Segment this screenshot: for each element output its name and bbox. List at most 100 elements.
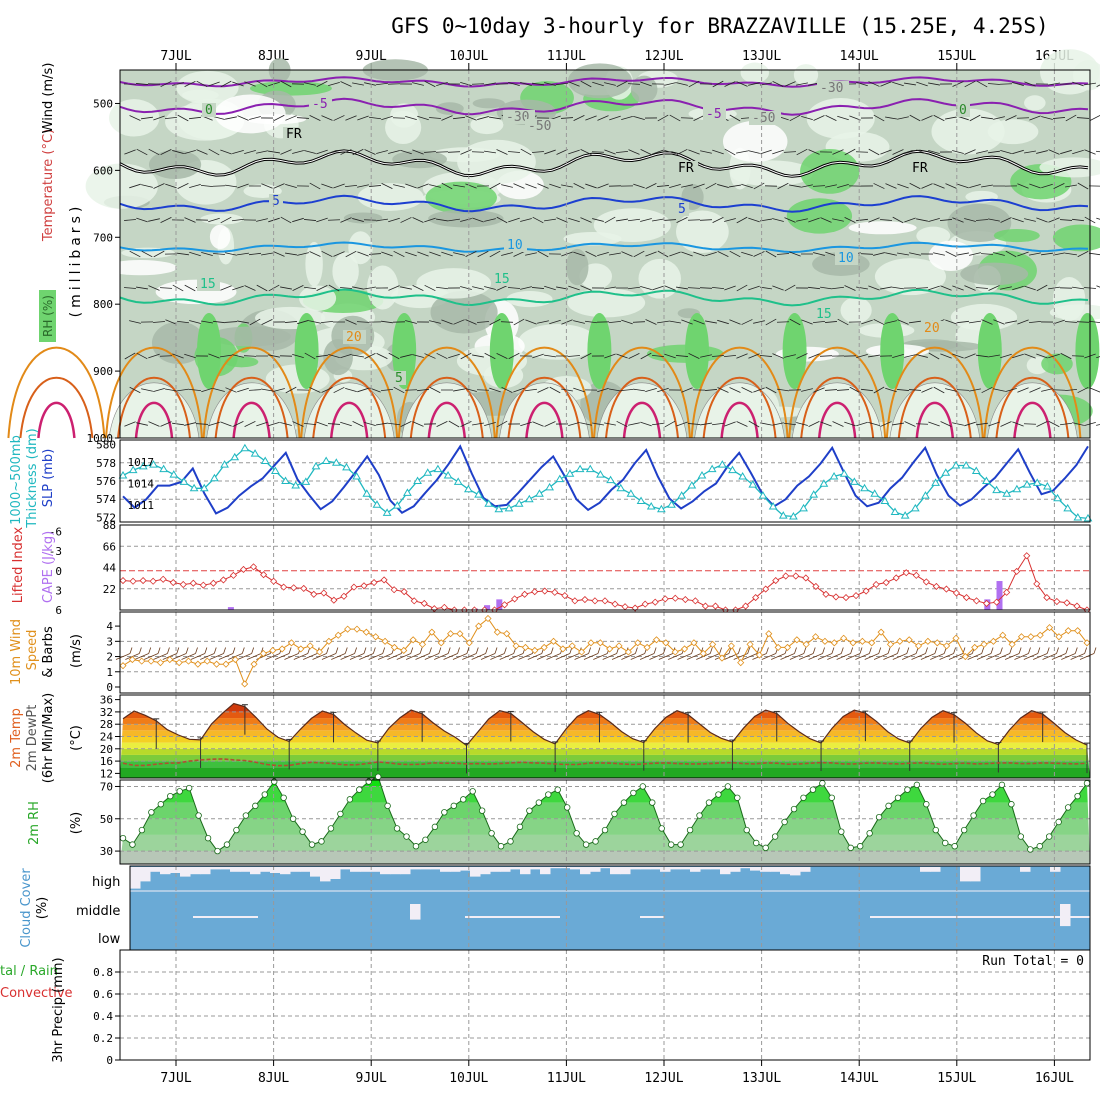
wind-barb (748, 82, 760, 86)
wind-barb (1076, 321, 1090, 323)
wind-barb (729, 184, 741, 188)
wind-speed-marker (952, 634, 960, 642)
wind-barb (628, 353, 640, 359)
wind-barb (724, 218, 736, 222)
dewpoint-line (122, 758, 1088, 767)
isotherm-plus15 (119, 288, 1089, 307)
wind-barb (616, 420, 628, 428)
wind-barb (460, 82, 472, 86)
wind-barb (630, 653, 645, 660)
wind-speed-marker (578, 648, 586, 656)
wind-barb (256, 421, 268, 427)
lifted-index-marker (350, 583, 358, 591)
wind-speed-marker (793, 636, 801, 644)
contour-label: 0 (205, 103, 213, 118)
contour-label: 20 (346, 330, 362, 345)
wind-barb (209, 653, 224, 660)
wind-barb (415, 653, 430, 660)
wind-barb (568, 217, 580, 223)
rh-marker (545, 791, 552, 798)
wind-barb (400, 149, 412, 155)
temp-tick-label: 20 (100, 743, 113, 756)
lifted-index-marker (952, 589, 961, 597)
wind-barb (933, 386, 945, 394)
wind-barb (531, 151, 545, 153)
wind-barb (237, 320, 249, 324)
wind-barb (393, 250, 405, 258)
thickness-marker (138, 461, 148, 470)
wind-barb (892, 653, 907, 660)
wind-barb-flag (868, 647, 872, 654)
wind-barb (1023, 423, 1037, 425)
wind-barb (820, 421, 832, 427)
cape-bar (996, 581, 1003, 610)
wind-barb (1024, 150, 1036, 154)
wind-barb (448, 218, 460, 222)
wind-barb-flag (719, 647, 723, 654)
wind-barb (316, 354, 328, 358)
bottom-date-label: 14JUL (840, 1071, 879, 1086)
lifted-index-marker (782, 572, 790, 580)
wind-barb (532, 353, 544, 359)
rh-marker (337, 810, 344, 818)
isotherm-minus5 (119, 97, 1089, 116)
lifted-index-tick-label: -3 (49, 545, 62, 558)
wind-barb (585, 251, 597, 257)
wind-barb (1033, 653, 1048, 660)
thickness-marker (128, 465, 138, 474)
cloud-high-gap (400, 867, 411, 875)
thickness-marker (433, 464, 443, 473)
rh-marker (734, 794, 741, 801)
rh-blob (916, 226, 951, 246)
precip-tick-label: 0.4 (93, 1010, 113, 1023)
contour-label-bg (921, 321, 944, 335)
lifted-index-marker (561, 592, 569, 600)
rh-marker (875, 813, 883, 821)
wind-barb (675, 355, 689, 357)
wind-barb (789, 184, 801, 188)
rh-blob (182, 89, 219, 101)
thickness-marker (342, 462, 351, 471)
thickness-marker (372, 500, 382, 508)
wind-barb (627, 286, 641, 290)
thickness-marker (535, 489, 544, 497)
cape-background (120, 525, 1090, 610)
lifted-index-marker (591, 597, 599, 605)
thickness-line (122, 447, 1089, 520)
wind-barb (723, 354, 737, 358)
wind-barb (507, 287, 521, 289)
wind-barb (892, 81, 904, 87)
rh-blob (472, 98, 505, 109)
wind-barb (976, 653, 992, 660)
cloud-high-gap (410, 867, 421, 870)
wind-barb (212, 320, 226, 324)
thickness-marker (331, 458, 341, 466)
cloud-high-gap (540, 867, 551, 875)
isotherm-plus22-dome (19, 377, 94, 439)
rh-marker (658, 825, 665, 832)
wind-barb (879, 219, 893, 221)
wind-barb (1041, 183, 1053, 189)
thickness-marker (311, 461, 321, 470)
lifted-index-marker (310, 590, 318, 598)
rh-blob (793, 64, 819, 86)
wind-barb (837, 318, 849, 326)
wind-barb (580, 149, 592, 155)
wind-barb (400, 354, 412, 358)
bottom-date-label: 10JUL (449, 1071, 488, 1086)
cape-tick-label: 66 (103, 540, 116, 553)
thickness-tick-label: 580 (96, 439, 116, 452)
wind-barb (532, 82, 544, 86)
wind-barb (328, 82, 340, 86)
wind-barb (777, 388, 789, 392)
thickness-marker (270, 466, 280, 474)
wind-speed-marker (718, 654, 726, 662)
wind-barb (320, 320, 334, 324)
wind-speed-marker (596, 639, 604, 647)
cloud-high-gap (340, 867, 351, 870)
cloud-high-gap (660, 867, 671, 872)
wind-barb (345, 250, 357, 258)
wind-barb-flag (1056, 647, 1059, 654)
thickness-marker (667, 500, 676, 508)
wind-barb (1036, 284, 1048, 292)
